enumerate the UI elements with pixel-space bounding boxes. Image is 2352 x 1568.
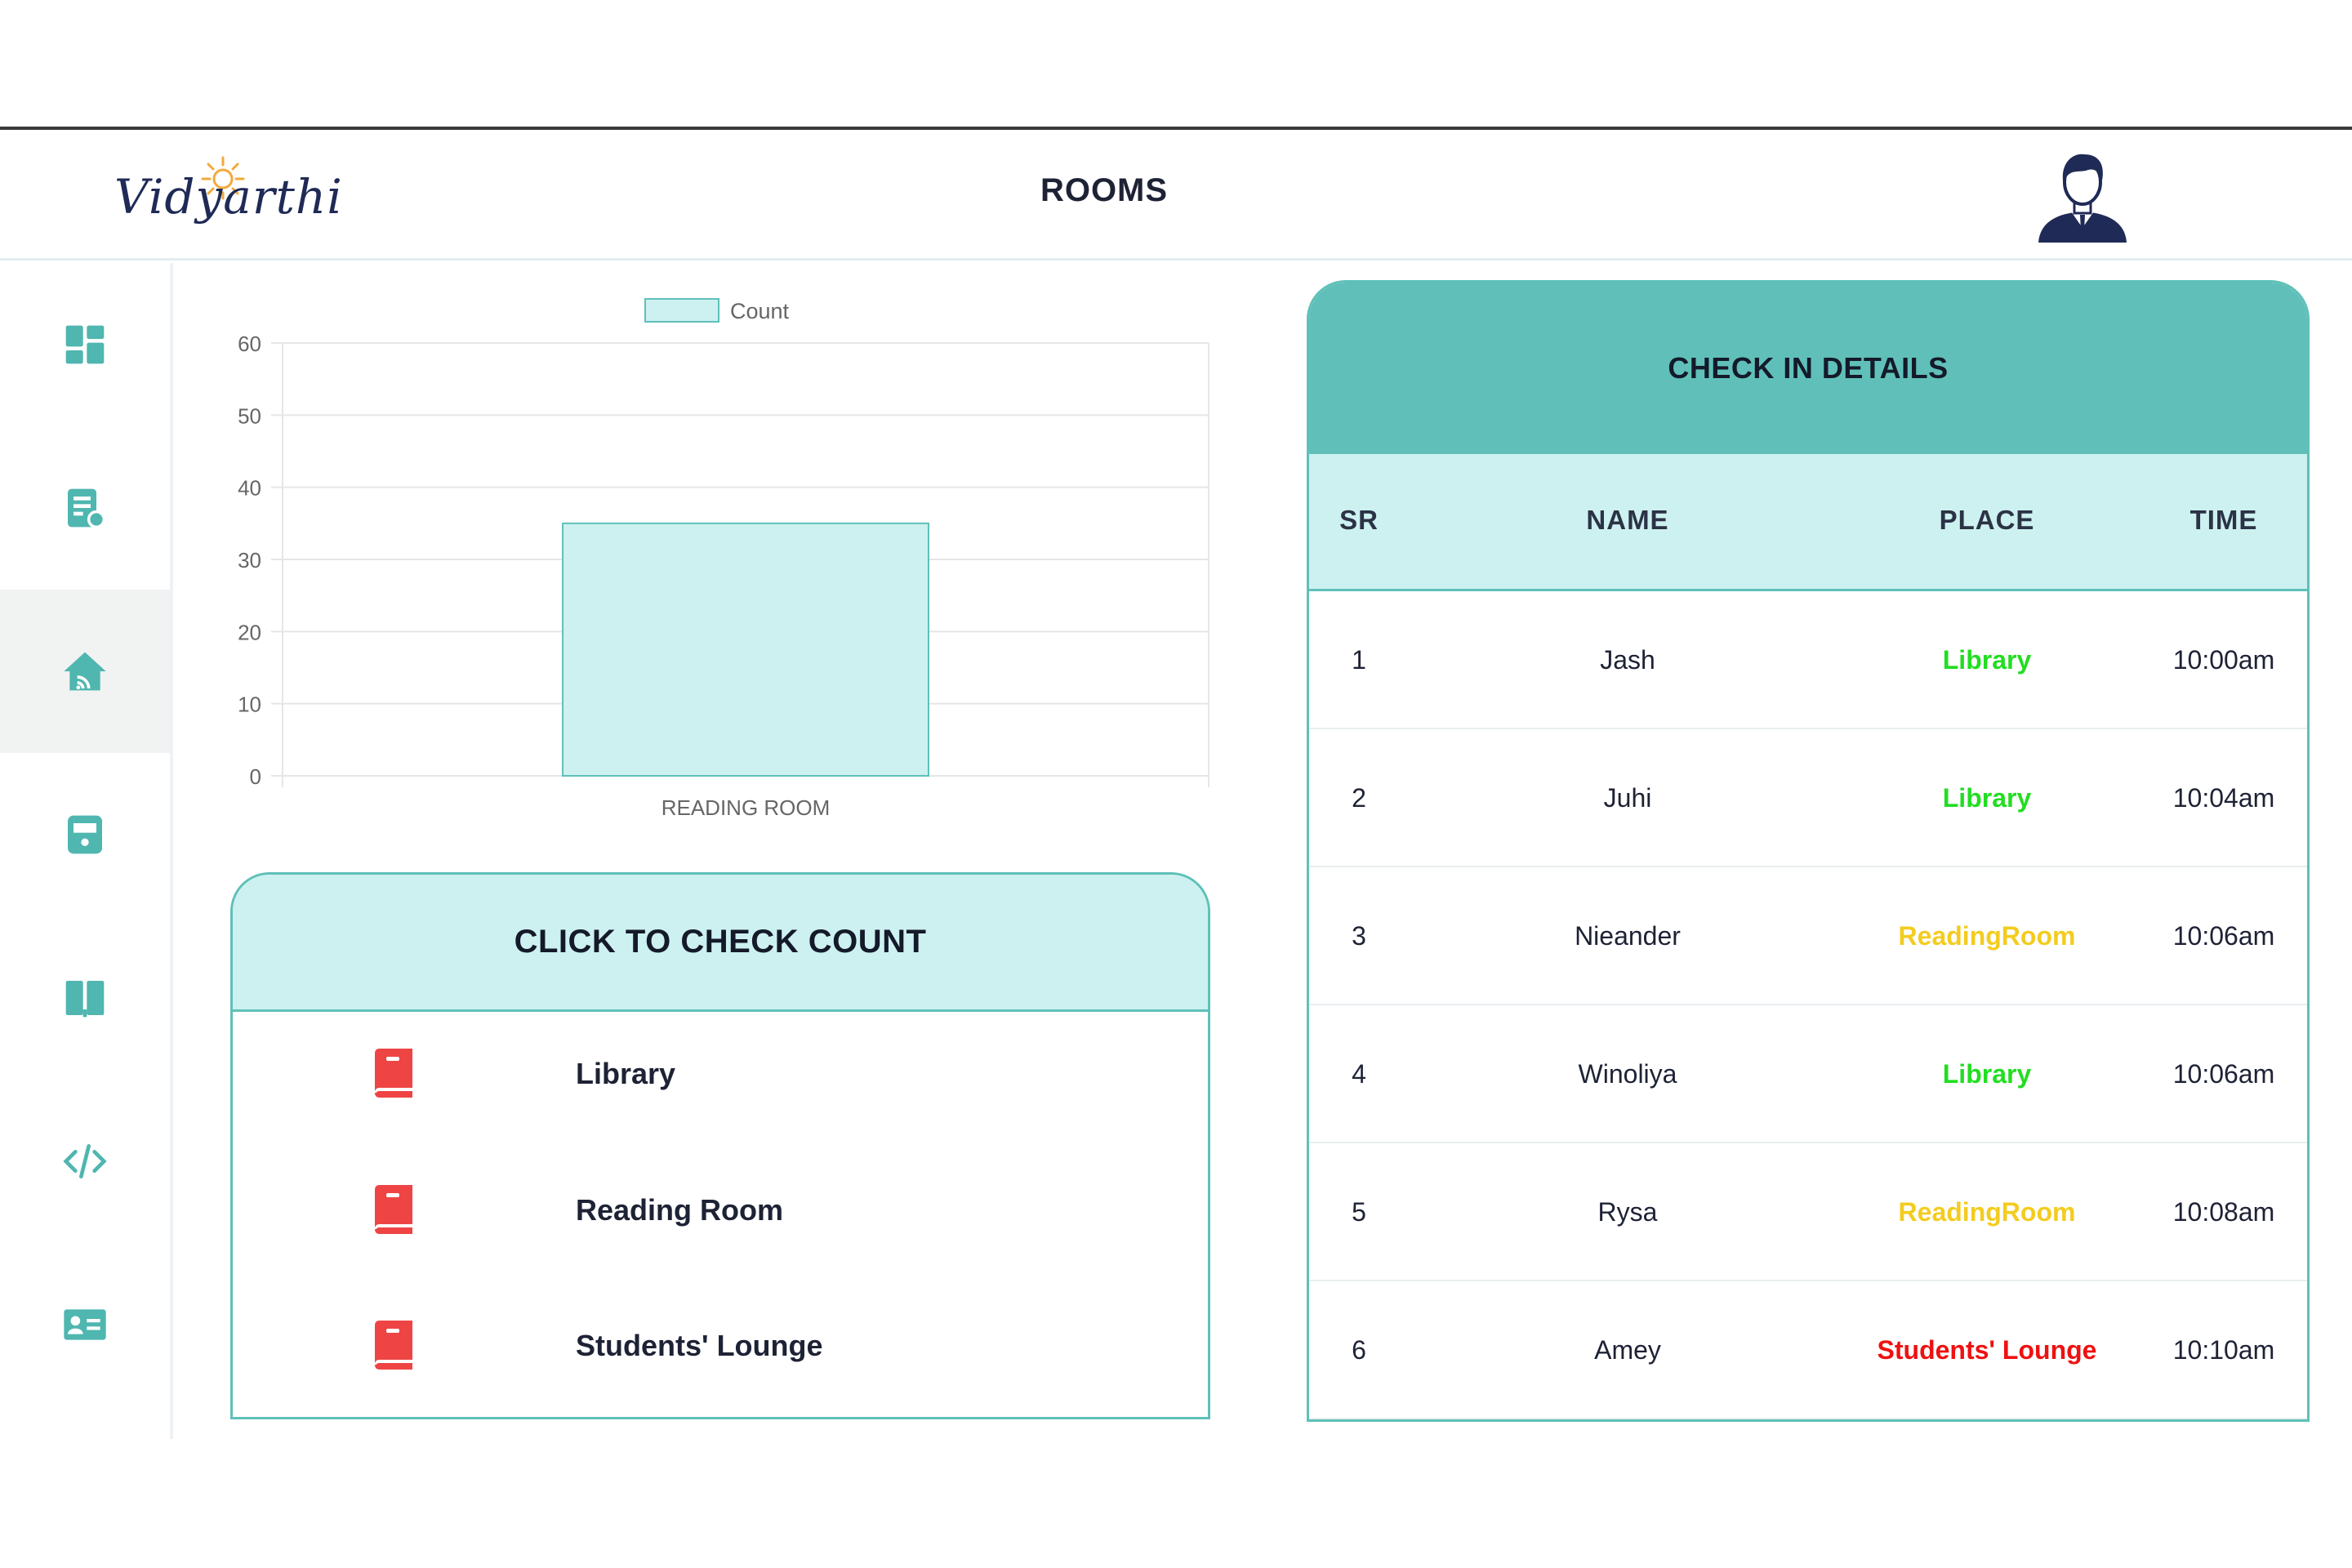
table-row[interactable]: 1 Jash Library 10:00am [1309,591,2307,729]
count-item-label: Library [576,1057,676,1090]
cell-sr: 6 [1352,1335,1366,1365]
cell-place: Students' Lounge [1877,1335,2097,1365]
cell-place: Library [1942,645,2032,675]
check-count-card: CLICK TO CHECK COUNT Library Reading Roo… [230,872,1210,1419]
sidebar-item-rooms[interactable] [0,590,170,753]
document-icon [68,488,106,529]
cell-sr: 3 [1352,921,1366,951]
cell-time: 10:10am [2172,1335,2275,1365]
cell-name: Amey [1594,1335,1661,1365]
column-header-place: PLACE [1939,505,2035,535]
cell-time: 10:06am [2172,1059,2275,1089]
book-open-icon [65,981,105,1018]
column-header-name: NAME [1586,505,1669,535]
header: Vidyarthi ROOMS [0,130,2352,261]
cell-name: Nieander [1575,921,1681,951]
sidebar-item-code[interactable] [0,1080,170,1243]
cell-name: Jash [1600,645,1655,675]
check-count-title: CLICK TO CHECK COUNT [233,875,1208,1012]
cell-sr: 5 [1352,1197,1366,1227]
table-header: SR NAME PLACE TIME [1309,454,2307,591]
y-tick-label: 0 [250,764,261,789]
sidebar-item-books[interactable] [0,916,170,1080]
cell-name: Juhi [1603,783,1652,813]
y-tick-label: 30 [238,548,261,572]
sidebar-item-profile[interactable] [0,1243,170,1406]
column-header-time: TIME [2189,505,2258,535]
cell-place: Library [1942,1059,2032,1089]
table-row[interactable]: 5 Rysa ReadingRoom 10:08am [1309,1143,2307,1281]
table-row[interactable]: 3 Nieander ReadingRoom 10:06am [1309,867,2307,1005]
column-header-sr: SR [1339,505,1379,535]
cell-place: ReadingRoom [1898,1197,2076,1227]
home-wifi-icon [64,652,106,691]
y-tick-label: 20 [238,620,261,644]
sidebar [0,263,173,1439]
sidebar-item-dashboard[interactable] [0,263,170,426]
book-icon [375,1049,412,1098]
code-icon [63,1144,107,1178]
bar [562,522,929,777]
y-tick-label: 50 [238,403,261,428]
train-icon [68,815,102,854]
check-in-details-table: CHECK IN DETAILS SR NAME PLACE TIME 1 Jas… [1307,280,2310,1422]
page-title: ROOMS [1040,172,1169,208]
cell-sr: 2 [1352,783,1366,813]
rooms-bar-chart: 0 10 20 30 40 50 60 READING ROOM Count [238,298,1209,820]
sidebar-item-transport[interactable] [0,753,170,916]
book-icon [375,1321,412,1370]
count-item-label: Reading Room [576,1193,784,1227]
sidebar-item-documents[interactable] [0,426,170,590]
y-tick-label: 10 [238,693,261,717]
dashboard-icon [65,325,105,364]
logo-text: Vidyarthi [114,169,343,225]
logo[interactable]: Vidyarthi [108,153,342,243]
cell-place: ReadingRoom [1898,921,2076,951]
count-item-reading-room[interactable]: Reading Room [233,1160,1208,1258]
cell-sr: 4 [1352,1059,1366,1089]
table-row[interactable]: 2 Juhi Library 10:04am [1309,729,2307,867]
cell-time: 10:04am [2172,783,2275,813]
id-card-icon [64,1309,106,1340]
y-tick-label: 40 [238,476,261,501]
sun-icon [201,156,245,200]
x-tick-label: READING ROOM [662,795,831,820]
cell-name: Rysa [1597,1197,1658,1227]
count-item-label: Students' Lounge [576,1329,823,1362]
cell-time: 10:08am [2172,1197,2275,1227]
legend-swatch [644,298,719,323]
y-tick-label: 60 [238,332,261,356]
count-item-library[interactable]: Library [233,1024,1208,1122]
user-avatar-icon[interactable] [2034,146,2132,244]
top-divider [0,127,2352,130]
cell-place: Library [1942,783,2032,813]
legend-label: Count [730,299,790,323]
cell-time: 10:06am [2172,921,2275,951]
count-item-students-lounge[interactable]: Students' Lounge [233,1296,1208,1394]
cell-name: Winoliya [1578,1059,1677,1089]
cell-time: 10:00am [2172,645,2275,675]
table-row[interactable]: 6 Amey Students' Lounge 10:10am [1309,1281,2307,1419]
book-icon [375,1185,412,1234]
cell-sr: 1 [1352,645,1366,675]
check-in-title: CHECK IN DETAILS [1309,283,2307,454]
table-row[interactable]: 4 Winoliya Library 10:06am [1309,1005,2307,1143]
